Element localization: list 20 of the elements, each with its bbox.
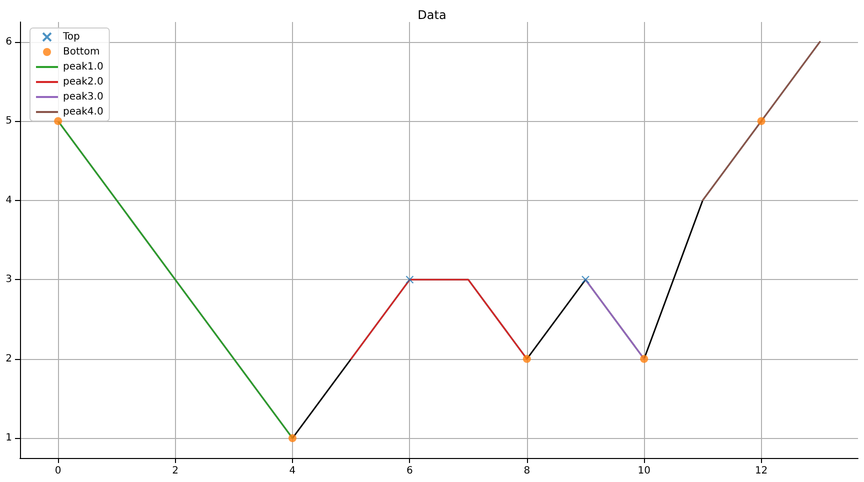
- x-tick-label: 0: [54, 466, 62, 476]
- legend-label: Top: [62, 32, 80, 42]
- y-tick-label: 1: [6, 432, 12, 444]
- x-tick-label: 2: [172, 466, 178, 476]
- chart-title: Data: [418, 8, 446, 22]
- x-tick-label: 4: [289, 466, 296, 476]
- x-tick-label: 8: [524, 466, 530, 476]
- legend-label: peak1.0: [63, 62, 104, 72]
- y-tick-label: 6: [6, 36, 12, 48]
- x-tick-label: 10: [638, 466, 650, 476]
- x-tick-label: 6: [406, 466, 413, 476]
- y-tick-label: 2: [6, 353, 12, 364]
- y-tick-label: 3: [6, 274, 12, 286]
- legend-label: peak4.0: [63, 106, 104, 118]
- legend-label: peak3.0: [63, 92, 104, 102]
- x-tick-label: 12: [754, 466, 768, 476]
- y-tick-label: 4: [6, 194, 12, 206]
- legend-label: Bottom: [63, 46, 100, 58]
- legend-label: peak2.0: [63, 76, 104, 88]
- y-tick-label: 5: [6, 116, 12, 127]
